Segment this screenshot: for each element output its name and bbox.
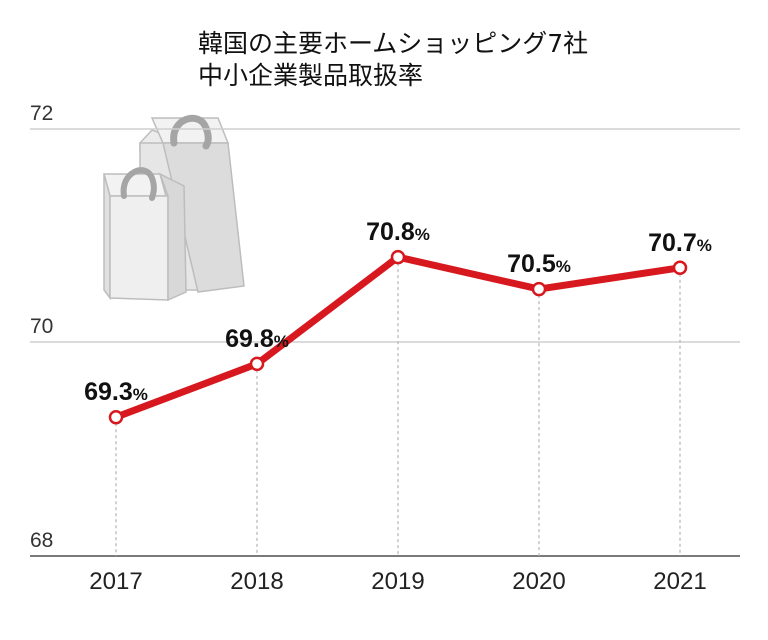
- chart-title-line-1: 韓国の主要ホームショッピング7社: [198, 29, 589, 58]
- x-tick-label-2017: 2017: [89, 568, 142, 595]
- shopping-bags-icon: [103, 114, 245, 302]
- y-tick-label-68: 68: [30, 529, 53, 552]
- x-tick-label-2018: 2018: [230, 568, 283, 595]
- data-label-2021: 70.7%: [648, 229, 712, 257]
- chart-title: 韓国の主要ホームショッピング7社 中小企業製品取扱率: [198, 28, 588, 92]
- y-tick-label-70: 70: [30, 315, 53, 338]
- data-label-2017: 69.3%: [84, 378, 148, 406]
- data-label-2020: 70.5%: [507, 250, 571, 278]
- data-label-2018: 69.8%: [225, 325, 289, 353]
- x-tick-label-2019: 2019: [371, 568, 424, 595]
- data-point-2020: [531, 281, 547, 297]
- data-label-2019: 70.8%: [366, 218, 430, 246]
- data-point-2018: [249, 356, 265, 372]
- data-point-2017: [108, 409, 124, 425]
- x-tick-label-2020: 2020: [512, 568, 565, 595]
- y-tick-label-72: 72: [30, 102, 53, 125]
- data-point-2021: [672, 260, 688, 276]
- chart-title-line-2: 中小企業製品取扱率: [198, 61, 424, 90]
- x-tick-label-2021: 2021: [653, 568, 706, 595]
- data-point-2019: [390, 249, 406, 265]
